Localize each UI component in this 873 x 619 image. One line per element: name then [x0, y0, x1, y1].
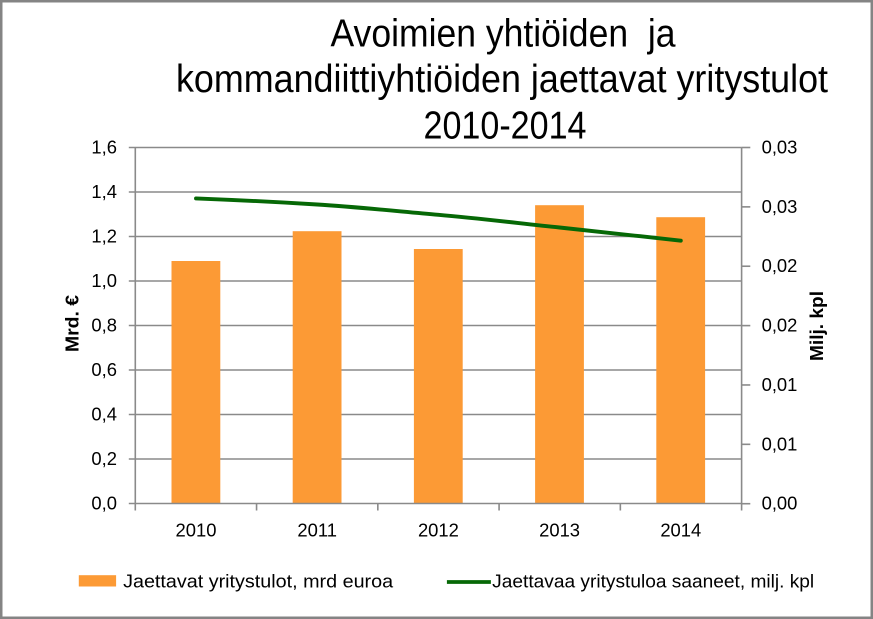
svg-text:Milj. kpl: Milj. kpl	[806, 291, 827, 361]
svg-text:0,0: 0,0	[91, 493, 117, 514]
svg-text:0,8: 0,8	[91, 315, 117, 336]
svg-text:0,03: 0,03	[762, 137, 798, 158]
svg-text:0,02: 0,02	[762, 255, 798, 276]
svg-text:0,01: 0,01	[762, 374, 798, 395]
svg-text:Avoimien yhtiöiden ja: Avoimien yhtiöiden ja	[331, 12, 677, 55]
svg-text:2012: 2012	[418, 520, 459, 541]
svg-text:1,6: 1,6	[91, 137, 117, 158]
svg-text:Mrd. €: Mrd. €	[62, 295, 83, 352]
svg-text:2011: 2011	[297, 520, 337, 541]
svg-text:0,01: 0,01	[762, 433, 798, 454]
svg-text:0,4: 0,4	[91, 404, 117, 425]
svg-text:0,6: 0,6	[91, 359, 117, 380]
svg-text:2010-2014: 2010-2014	[424, 104, 587, 147]
svg-text:Jaettavaa yritystuloa saaneet,: Jaettavaa yritystuloa saaneet, milj. kpl	[492, 571, 814, 591]
svg-text:1,2: 1,2	[91, 226, 117, 247]
svg-text:2010: 2010	[176, 520, 217, 541]
svg-text:0,2: 0,2	[91, 448, 117, 469]
svg-text:0,00: 0,00	[762, 493, 798, 514]
svg-text:1,0: 1,0	[91, 270, 117, 291]
svg-text:0,03: 0,03	[762, 196, 798, 217]
svg-text:Jaettavat yritystulot, mrd eur: Jaettavat yritystulot, mrd euroa	[123, 571, 394, 591]
svg-text:0,02: 0,02	[762, 315, 798, 336]
svg-text:kommandiittiyhtiöiden jaettava: kommandiittiyhtiöiden jaettavat yritystu…	[176, 58, 828, 101]
svg-text:2013: 2013	[539, 520, 580, 541]
svg-text:2014: 2014	[660, 520, 701, 541]
svg-text:1,4: 1,4	[91, 181, 117, 202]
